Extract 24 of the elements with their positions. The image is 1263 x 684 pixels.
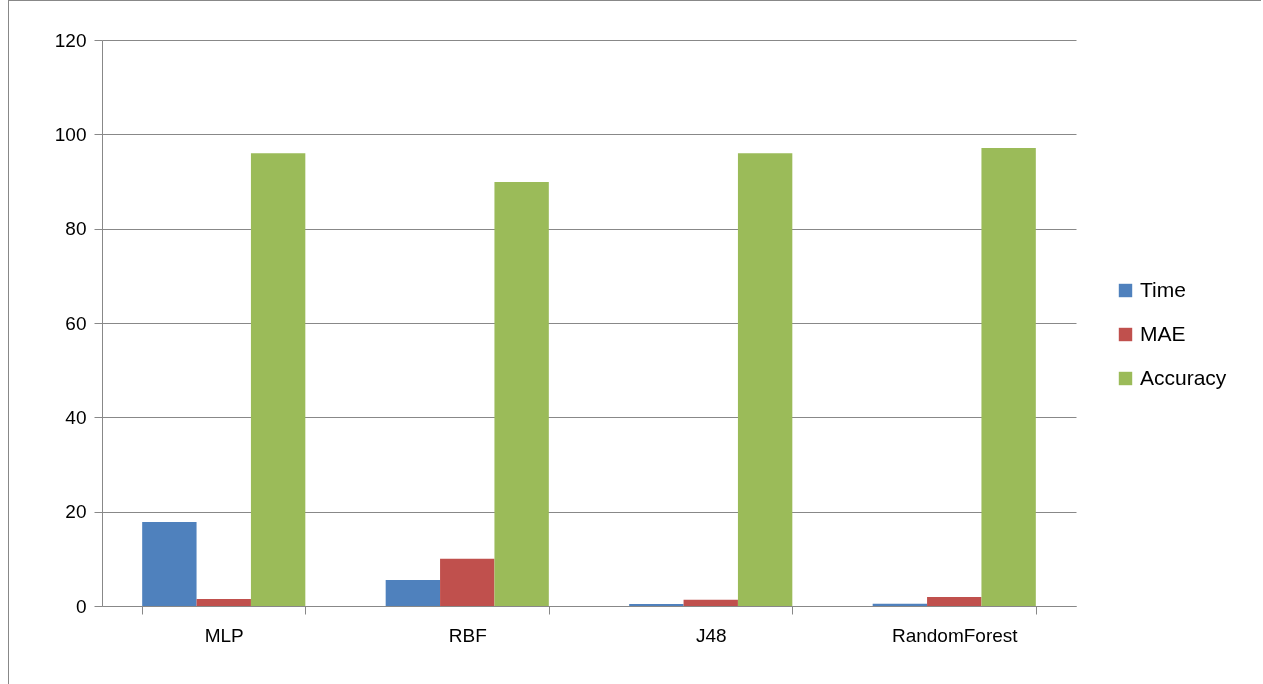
x-tick-label: RandomForest — [891, 624, 1019, 646]
bar — [683, 599, 738, 606]
y-tick-label: 60 — [65, 312, 87, 334]
y-tick-label: 20 — [65, 501, 87, 523]
bar — [196, 598, 251, 606]
legend-label: MAE — [1140, 321, 1186, 345]
bar — [440, 558, 495, 606]
bar — [737, 153, 793, 606]
legend-label: Accuracy — [1140, 365, 1227, 389]
bar — [494, 181, 549, 606]
bar — [981, 148, 1036, 606]
x-tick-label: J48 — [695, 624, 727, 646]
bar — [250, 153, 306, 606]
y-tick-label: 100 — [54, 123, 87, 145]
y-tick-label: 0 — [75, 595, 87, 617]
y-tick-label: 120 — [54, 29, 87, 51]
bar — [142, 522, 197, 606]
y-tick-label: 80 — [65, 218, 87, 240]
x-tick-label: MLP — [204, 624, 244, 646]
y-tick-label: 40 — [65, 406, 87, 428]
x-tick-label: RBF — [448, 624, 487, 646]
bar — [927, 597, 982, 606]
legend-label: Time — [1140, 277, 1186, 301]
bar — [385, 580, 441, 606]
